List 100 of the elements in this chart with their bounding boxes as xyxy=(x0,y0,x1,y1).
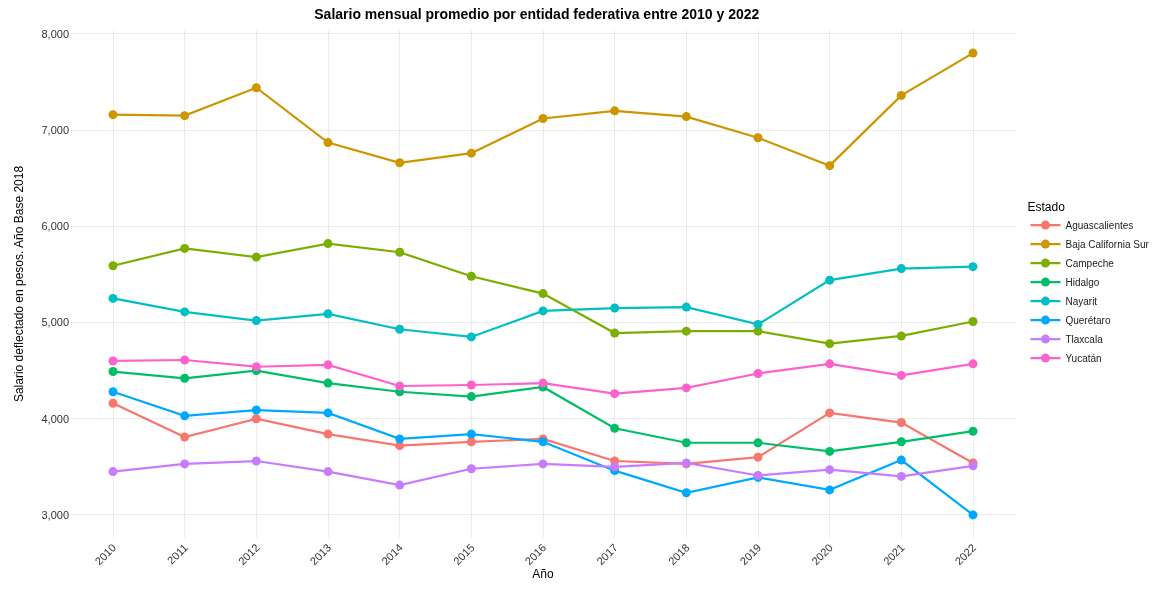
point xyxy=(466,429,476,439)
legend-label: Campeche xyxy=(1065,258,1115,269)
point xyxy=(896,264,906,274)
point xyxy=(180,355,190,365)
point xyxy=(896,437,906,447)
point xyxy=(466,464,476,474)
point xyxy=(538,459,548,469)
point xyxy=(753,438,763,448)
point xyxy=(825,465,835,475)
point xyxy=(896,90,906,100)
point xyxy=(610,328,620,338)
point xyxy=(968,359,978,369)
point xyxy=(180,243,190,253)
point xyxy=(753,452,763,462)
point xyxy=(395,247,405,257)
point xyxy=(896,331,906,341)
point xyxy=(108,387,118,397)
legend-label: Yucatán xyxy=(1065,353,1102,364)
point xyxy=(825,339,835,349)
point xyxy=(968,426,978,436)
legend-label: Nayarit xyxy=(1065,296,1098,307)
point xyxy=(896,471,906,481)
point xyxy=(251,316,261,326)
point xyxy=(251,405,261,415)
point xyxy=(681,438,691,448)
point xyxy=(610,462,620,472)
point xyxy=(466,148,476,158)
point xyxy=(610,106,620,116)
point xyxy=(538,378,548,388)
point xyxy=(466,392,476,402)
point xyxy=(395,480,405,490)
point xyxy=(466,271,476,281)
point xyxy=(896,455,906,465)
point xyxy=(323,408,333,418)
point xyxy=(753,319,763,329)
point xyxy=(180,307,190,317)
point xyxy=(681,112,691,122)
point xyxy=(323,378,333,388)
point xyxy=(681,488,691,498)
point xyxy=(180,459,190,469)
x-axis-title: Año xyxy=(532,567,554,582)
point xyxy=(681,302,691,312)
point xyxy=(610,389,620,399)
point xyxy=(180,373,190,383)
point xyxy=(968,510,978,520)
y-tick-label: 4,000 xyxy=(41,412,69,425)
point xyxy=(825,161,835,171)
point xyxy=(538,306,548,316)
point xyxy=(251,414,261,424)
point xyxy=(251,456,261,466)
point xyxy=(466,437,476,447)
y-axis-title: Salario deflectado en pesos. Año Base 2018 xyxy=(11,165,26,403)
point xyxy=(108,367,118,377)
point xyxy=(323,360,333,370)
point xyxy=(395,381,405,391)
y-tick-label: 7,000 xyxy=(41,123,69,136)
point xyxy=(108,467,118,477)
point xyxy=(538,114,548,124)
point xyxy=(896,370,906,380)
point xyxy=(395,324,405,334)
point xyxy=(753,368,763,378)
legend-label: Aguascalientes xyxy=(1065,220,1134,231)
point xyxy=(323,239,333,249)
point xyxy=(825,446,835,456)
point xyxy=(681,326,691,336)
point xyxy=(681,383,691,393)
point xyxy=(180,432,190,442)
legend-label: Querétaro xyxy=(1065,315,1111,326)
point xyxy=(466,380,476,390)
point xyxy=(323,429,333,439)
point xyxy=(968,262,978,272)
point xyxy=(251,252,261,262)
point xyxy=(968,317,978,327)
point xyxy=(323,467,333,477)
point xyxy=(610,423,620,433)
y-tick-label: 6,000 xyxy=(41,220,69,233)
point xyxy=(753,133,763,143)
point xyxy=(825,359,835,369)
point xyxy=(825,275,835,285)
legend-label: Hidalgo xyxy=(1065,277,1100,288)
point xyxy=(968,48,978,58)
point xyxy=(108,356,118,366)
legend-label: Tlaxcala xyxy=(1065,334,1104,345)
point xyxy=(825,408,835,418)
point xyxy=(108,293,118,303)
point xyxy=(825,485,835,495)
point xyxy=(180,111,190,121)
point xyxy=(395,158,405,168)
y-tick-label: 8,000 xyxy=(41,27,69,40)
chart-title: Salario mensual promedio por entidad federativa entre 2010 y 2022 xyxy=(314,5,760,22)
y-tick-label: 3,000 xyxy=(41,508,69,521)
point xyxy=(108,261,118,271)
legend-label: Baja California Sur xyxy=(1065,239,1150,250)
point xyxy=(395,434,405,444)
point xyxy=(323,138,333,148)
point xyxy=(108,398,118,408)
point xyxy=(251,362,261,372)
point xyxy=(610,303,620,313)
point xyxy=(108,110,118,120)
point xyxy=(896,418,906,428)
